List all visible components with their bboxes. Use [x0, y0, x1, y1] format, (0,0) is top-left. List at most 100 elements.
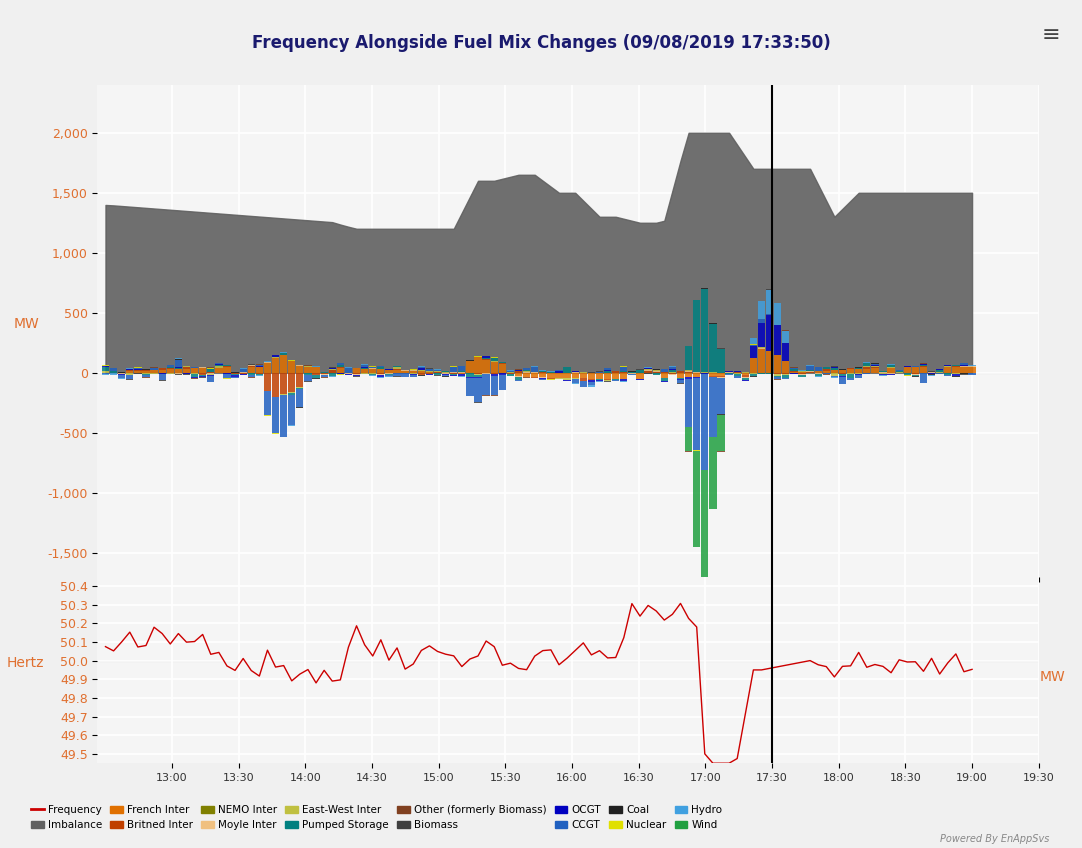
Bar	[547, 373, 555, 377]
Bar	[710, 324, 716, 371]
Bar	[685, 346, 692, 371]
Bar	[945, 366, 951, 373]
Bar	[394, 373, 400, 376]
Bar	[288, 393, 295, 395]
Bar	[757, 349, 765, 373]
Bar	[215, 366, 223, 367]
Bar	[215, 367, 223, 373]
Bar	[822, 367, 830, 369]
Bar	[272, 373, 279, 397]
Bar	[694, 378, 700, 450]
Bar	[620, 379, 628, 381]
Bar	[264, 363, 272, 373]
Bar	[620, 367, 628, 371]
Bar	[912, 375, 919, 377]
Bar	[426, 369, 433, 371]
Bar	[799, 375, 806, 377]
Bar	[458, 376, 465, 377]
Bar	[255, 367, 263, 373]
Bar	[102, 371, 109, 373]
Bar	[369, 373, 377, 374]
Bar	[280, 354, 288, 373]
Bar	[410, 376, 417, 377]
Bar	[345, 373, 352, 374]
Bar	[685, 373, 692, 377]
Bar	[280, 395, 288, 438]
Bar	[174, 369, 182, 373]
Bar	[596, 373, 603, 379]
Bar	[499, 373, 506, 375]
Bar	[304, 376, 312, 382]
Bar	[499, 375, 506, 390]
Bar	[750, 346, 757, 358]
Bar	[134, 371, 142, 373]
Bar	[401, 371, 409, 373]
Bar	[296, 365, 303, 373]
Bar	[232, 374, 239, 375]
Bar	[474, 375, 481, 377]
Bar	[645, 371, 651, 373]
Bar	[725, 373, 733, 375]
Bar	[588, 373, 595, 378]
Bar	[110, 373, 117, 375]
Bar	[255, 374, 263, 376]
Bar	[410, 373, 417, 374]
Bar	[847, 368, 854, 370]
Bar	[774, 325, 781, 354]
Bar	[815, 374, 822, 376]
Bar	[912, 367, 919, 373]
Bar	[677, 379, 684, 380]
Bar	[855, 373, 862, 374]
Bar	[896, 371, 902, 372]
Bar	[272, 359, 279, 373]
Bar	[669, 370, 676, 372]
Bar	[394, 366, 400, 367]
Bar	[239, 369, 247, 372]
Bar	[531, 367, 539, 371]
Bar	[839, 373, 846, 374]
Bar	[466, 377, 474, 395]
Bar	[255, 373, 263, 374]
Bar	[855, 374, 862, 375]
Bar	[790, 371, 797, 372]
Bar	[952, 374, 960, 376]
Bar	[207, 374, 214, 375]
Bar	[961, 363, 967, 365]
Bar	[839, 377, 846, 384]
Bar	[604, 371, 611, 373]
Bar	[822, 373, 830, 374]
Bar	[345, 367, 352, 368]
Bar	[167, 368, 174, 370]
Bar	[677, 378, 684, 379]
Bar	[337, 363, 344, 365]
Bar	[127, 375, 133, 379]
Bar	[150, 368, 158, 370]
Bar	[612, 380, 619, 381]
Bar	[272, 398, 279, 433]
Bar	[474, 373, 481, 374]
Bar	[806, 371, 814, 373]
Bar	[920, 373, 927, 382]
Bar	[385, 373, 393, 374]
Bar	[174, 368, 182, 369]
Bar	[652, 371, 660, 373]
Bar	[539, 371, 546, 373]
Bar	[782, 377, 790, 379]
Bar	[701, 288, 709, 372]
Bar	[385, 370, 393, 373]
Bar	[466, 373, 474, 377]
Bar	[669, 367, 676, 369]
Bar	[506, 373, 514, 374]
Bar	[232, 375, 239, 377]
Bar	[394, 367, 400, 369]
Bar	[320, 375, 328, 377]
Bar	[636, 371, 644, 372]
Bar	[183, 369, 190, 373]
Bar	[661, 378, 668, 381]
Bar	[661, 381, 668, 382]
Bar	[329, 368, 335, 370]
Bar	[588, 378, 595, 380]
Bar	[264, 361, 272, 362]
Bar	[490, 362, 498, 373]
Bar	[815, 367, 822, 371]
